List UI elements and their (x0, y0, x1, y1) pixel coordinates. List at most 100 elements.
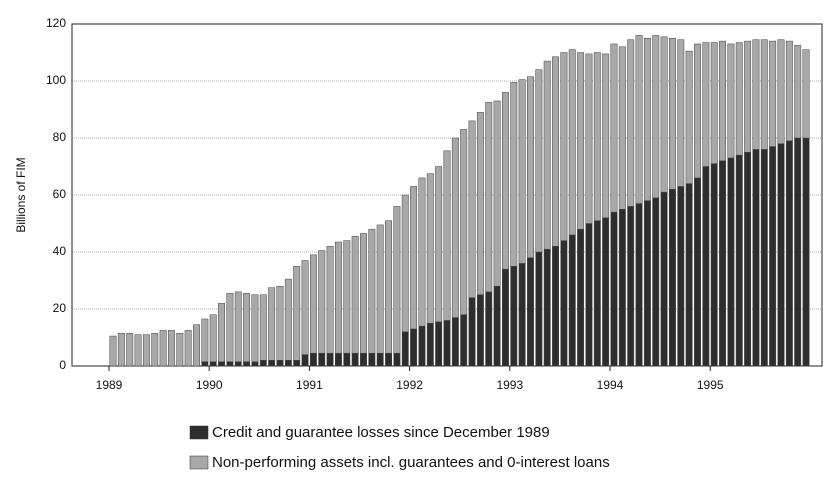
bar-segment (785, 40, 793, 142)
y-axis-label: Billions of FIM (14, 157, 28, 232)
bar-segment (426, 323, 434, 367)
bar-segment (527, 76, 534, 258)
bar-segment (201, 361, 209, 367)
x-tick-label: 1990 (196, 378, 223, 392)
legend-swatch (189, 455, 209, 470)
bar-segment (134, 334, 142, 367)
bar-segment (794, 137, 802, 367)
y-tick-label: 80 (53, 130, 67, 144)
y-tick-label: 40 (53, 244, 67, 258)
bar-segment (618, 46, 626, 210)
bar-segment (535, 69, 543, 253)
bar-segment (785, 140, 793, 367)
bar-segment (702, 42, 710, 167)
bar-segment (610, 211, 618, 367)
bar-segment (159, 330, 167, 367)
bar-segment (493, 285, 501, 367)
bar-segment (318, 352, 326, 367)
bar-segment (293, 266, 301, 361)
bar-segment (343, 240, 351, 354)
bar-segment (259, 360, 267, 367)
bar-segment (418, 325, 426, 367)
bar-segment (460, 129, 468, 315)
bar-segment (493, 100, 501, 287)
bar-segment (527, 257, 534, 367)
bar-segment (460, 314, 468, 367)
bar-segment (510, 82, 518, 267)
bar-segment (802, 137, 810, 367)
bar-segment (293, 360, 301, 367)
bar-segment (760, 149, 768, 367)
bar-segment (568, 49, 576, 236)
bar-segment (234, 291, 242, 362)
bar-segment (451, 317, 459, 367)
y-tick-label: 20 (53, 301, 67, 315)
bar-segment (401, 331, 409, 367)
bar-segment (652, 197, 660, 367)
bar-segment (468, 297, 476, 367)
bar-segment (201, 318, 209, 362)
bar-segment (593, 220, 601, 367)
bar-segment (326, 246, 334, 354)
bar-segment (393, 352, 401, 367)
bar-segment (259, 294, 267, 361)
bar-segment (502, 268, 509, 367)
bar-segment (660, 191, 668, 367)
x-tick-label: 1994 (597, 378, 624, 392)
bar-segment (351, 236, 359, 354)
bar-segment (694, 177, 701, 367)
bar-segment (643, 200, 651, 367)
bar-segment (326, 352, 334, 367)
bar-segment (226, 361, 234, 367)
bar-segment (368, 228, 376, 354)
bar-segment (335, 352, 342, 367)
bar-segment (309, 254, 317, 354)
bar-segment (234, 361, 242, 367)
bar-segment (476, 112, 484, 295)
bar-segment (476, 294, 484, 367)
bar-segment (193, 324, 200, 367)
bar-segment (685, 183, 693, 367)
bar-segment (251, 294, 259, 362)
bar-segment (309, 352, 317, 367)
bar-segment (643, 38, 651, 201)
bar-segment (176, 332, 184, 367)
bar-segment (719, 40, 726, 162)
bar-segment (401, 194, 409, 333)
bar-segment (142, 334, 150, 367)
y-tick-label: 120 (46, 16, 66, 30)
bar-segment (535, 251, 543, 367)
bar-segment (109, 335, 117, 367)
bar-segment (218, 361, 226, 367)
bar-segment (577, 228, 585, 367)
bar-segment (635, 203, 643, 367)
bar-segment (518, 79, 526, 264)
bar-segment (593, 52, 601, 221)
bar-segment (184, 330, 192, 367)
bar-segment (694, 43, 701, 179)
bar-segment (777, 143, 785, 367)
legend-label: Credit and guarantee losses since Decemb… (212, 424, 550, 441)
bar-segment (735, 42, 743, 156)
bar-segment (318, 250, 326, 354)
bar-segment (301, 260, 309, 355)
bar-segment (502, 92, 509, 270)
bar-segment (360, 352, 367, 367)
bar-segment (618, 209, 626, 367)
bar-segment (410, 328, 418, 367)
bar-segment (677, 39, 685, 187)
bar-segment (727, 157, 735, 367)
bar-segment (393, 206, 401, 354)
bar-segment (568, 234, 576, 367)
bar-segment (276, 360, 284, 367)
x-tick-label: 1989 (96, 378, 123, 392)
bar-segment (577, 52, 585, 230)
x-tick-label: 1995 (697, 378, 724, 392)
bar-segment (451, 137, 459, 318)
bar-segment (485, 291, 493, 367)
bar-segment (744, 40, 752, 153)
bar-segment (443, 150, 451, 321)
bar-segment (744, 152, 752, 367)
bar-segment (435, 166, 443, 323)
bar-segment (602, 217, 610, 367)
